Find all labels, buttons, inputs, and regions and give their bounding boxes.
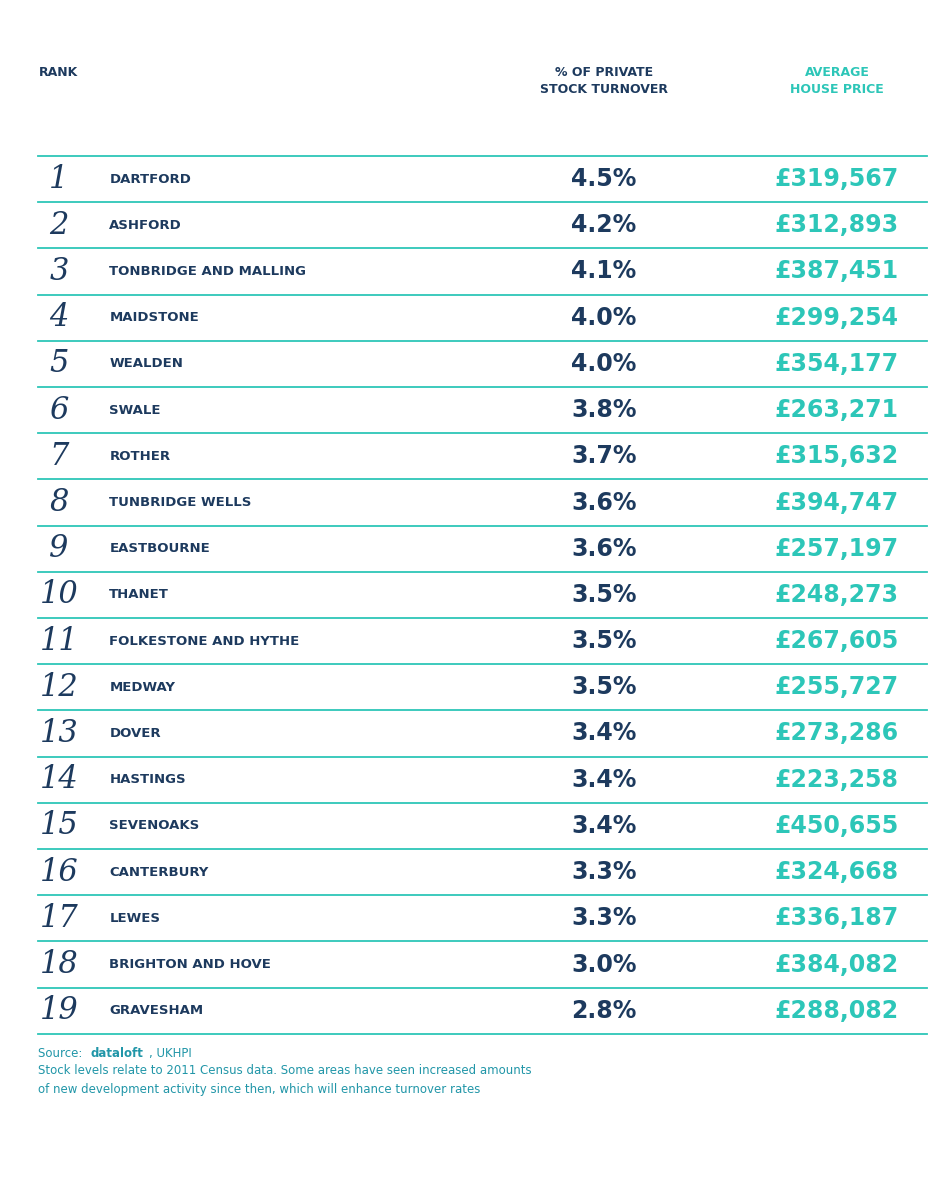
Text: 4.0%: 4.0% <box>572 352 636 376</box>
Text: £267,605: £267,605 <box>775 629 899 653</box>
Text: 12: 12 <box>40 672 78 703</box>
Text: £248,273: £248,273 <box>775 583 899 607</box>
Text: £336,187: £336,187 <box>775 906 899 930</box>
Text: £450,655: £450,655 <box>775 814 899 838</box>
Text: BRIGHTON AND HOVE: BRIGHTON AND HOVE <box>109 958 271 971</box>
Text: AVERAGE
HOUSE PRICE: AVERAGE HOUSE PRICE <box>790 66 883 96</box>
Text: RANK: RANK <box>39 66 79 79</box>
Text: £288,082: £288,082 <box>775 998 899 1022</box>
Text: TONBRIDGE AND MALLING: TONBRIDGE AND MALLING <box>109 265 306 278</box>
Text: £263,271: £263,271 <box>775 398 899 422</box>
Text: £394,747: £394,747 <box>775 491 899 515</box>
Text: £273,286: £273,286 <box>775 721 899 745</box>
Text: 2: 2 <box>49 210 68 241</box>
Text: 4.2%: 4.2% <box>572 214 636 238</box>
Text: £299,254: £299,254 <box>775 306 899 330</box>
Text: 3.7%: 3.7% <box>572 444 636 468</box>
Text: 2.8%: 2.8% <box>572 998 636 1022</box>
Text: 3.8%: 3.8% <box>572 398 636 422</box>
Text: 9: 9 <box>49 533 68 564</box>
Text: SWALE: SWALE <box>109 403 161 416</box>
Text: 13: 13 <box>40 718 78 749</box>
Text: 16: 16 <box>40 857 78 888</box>
Text: 17: 17 <box>40 902 78 934</box>
Text: 3: 3 <box>49 256 68 287</box>
Text: GRAVESHAM: GRAVESHAM <box>109 1004 204 1018</box>
Text: % OF PRIVATE
STOCK TURNOVER: % OF PRIVATE STOCK TURNOVER <box>540 66 668 96</box>
Text: HASTINGS: HASTINGS <box>109 773 186 786</box>
Text: DOVER: DOVER <box>109 727 161 740</box>
Text: LEWES: LEWES <box>109 912 161 925</box>
Text: MEDWAY: MEDWAY <box>109 680 175 694</box>
Text: £257,197: £257,197 <box>775 536 899 560</box>
Text: 3.4%: 3.4% <box>572 721 636 745</box>
Text: THANET: THANET <box>109 588 169 601</box>
Text: £312,893: £312,893 <box>775 214 899 238</box>
Text: £354,177: £354,177 <box>775 352 899 376</box>
Text: EASTBOURNE: EASTBOURNE <box>109 542 210 556</box>
Text: £315,632: £315,632 <box>775 444 899 468</box>
Text: 7: 7 <box>49 440 68 472</box>
Text: £223,258: £223,258 <box>775 768 899 792</box>
Text: 3.3%: 3.3% <box>572 906 636 930</box>
Text: 4.5%: 4.5% <box>572 167 636 191</box>
Text: £324,668: £324,668 <box>775 860 899 884</box>
Text: 3.0%: 3.0% <box>572 953 636 977</box>
Text: 19: 19 <box>40 995 78 1026</box>
Text: 1: 1 <box>49 163 68 194</box>
Text: SEVENOAKS: SEVENOAKS <box>109 820 200 833</box>
Text: 14: 14 <box>40 764 78 796</box>
Text: ROTHER: ROTHER <box>109 450 170 463</box>
Text: 3.3%: 3.3% <box>572 860 636 884</box>
Text: 5: 5 <box>49 348 68 379</box>
Text: £387,451: £387,451 <box>775 259 899 283</box>
Text: 3.5%: 3.5% <box>572 583 636 607</box>
Text: 3.6%: 3.6% <box>572 536 636 560</box>
Text: 8: 8 <box>49 487 68 518</box>
Text: 10: 10 <box>40 580 78 611</box>
Text: 3.4%: 3.4% <box>572 814 636 838</box>
Text: WEALDEN: WEALDEN <box>109 358 184 371</box>
Text: 18: 18 <box>40 949 78 980</box>
Text: 6: 6 <box>49 395 68 426</box>
Text: 15: 15 <box>40 810 78 841</box>
Text: FOLKESTONE AND HYTHE: FOLKESTONE AND HYTHE <box>109 635 300 648</box>
Text: 4: 4 <box>49 302 68 334</box>
Text: 3.5%: 3.5% <box>572 676 636 700</box>
Text: CANTERBURY: CANTERBURY <box>109 865 208 878</box>
Text: dataloft: dataloft <box>90 1046 144 1060</box>
Text: 4.1%: 4.1% <box>572 259 636 283</box>
Text: 4.0%: 4.0% <box>572 306 636 330</box>
Text: 3.4%: 3.4% <box>572 768 636 792</box>
Text: 3.5%: 3.5% <box>572 629 636 653</box>
Text: MAIDSTONE: MAIDSTONE <box>109 311 199 324</box>
Text: Stock levels relate to 2011 Census data. Some areas have seen increased amounts
: Stock levels relate to 2011 Census data.… <box>38 1064 532 1097</box>
Text: 11: 11 <box>40 625 78 656</box>
Text: ASHFORD: ASHFORD <box>109 218 182 232</box>
Text: Source:: Source: <box>38 1046 87 1060</box>
Text: £255,727: £255,727 <box>775 676 899 700</box>
Text: 3.6%: 3.6% <box>572 491 636 515</box>
Text: , UKHPI: , UKHPI <box>149 1046 192 1060</box>
Text: TUNBRIDGE WELLS: TUNBRIDGE WELLS <box>109 496 252 509</box>
Text: £319,567: £319,567 <box>775 167 899 191</box>
Text: DARTFORD: DARTFORD <box>109 173 191 186</box>
Text: £384,082: £384,082 <box>775 953 899 977</box>
